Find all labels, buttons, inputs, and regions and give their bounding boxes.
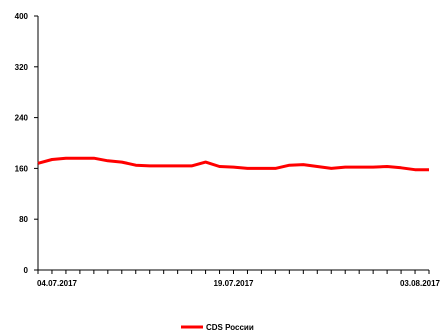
- series-line-cds-russia: [37, 156, 429, 172]
- axes: [37, 16, 429, 271]
- x-tick-label: 19.07.2017: [213, 279, 254, 288]
- series-group: [37, 156, 429, 172]
- y-tick-label: 400: [15, 12, 29, 21]
- legend-label: CDS России: [206, 323, 254, 332]
- y-tick-label: 320: [15, 63, 29, 72]
- x-tick-label: 03.08.2017: [400, 279, 441, 288]
- legend: CDS России: [181, 323, 254, 332]
- y-tick-label: 240: [15, 114, 29, 123]
- x-axis-ticks: 04.07.2017 19.07.2017 03.08.2017: [37, 270, 441, 288]
- y-axis-ticks: 0 80 160 240 320 400: [15, 12, 38, 275]
- y-tick-label: 160: [15, 164, 29, 173]
- x-tick-label: 04.07.2017: [37, 279, 78, 288]
- y-tick-label: 0: [24, 266, 29, 275]
- y-tick-label: 80: [19, 215, 28, 224]
